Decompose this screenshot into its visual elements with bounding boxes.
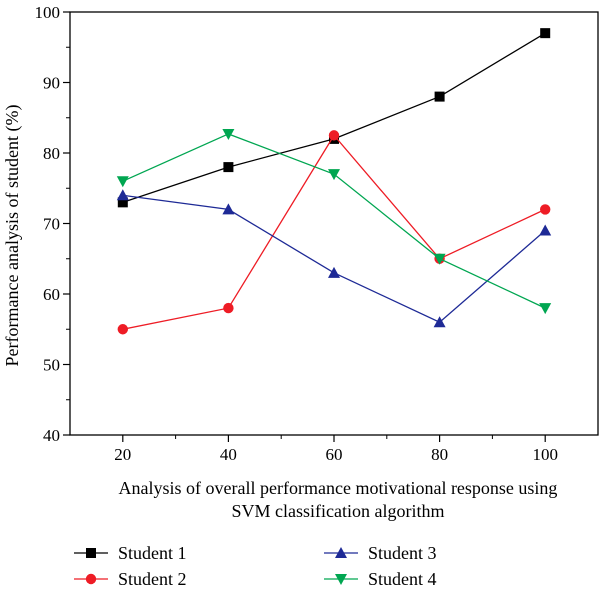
y-tick-label: 40 [43, 426, 60, 445]
data-point [540, 204, 551, 215]
legend-marker [335, 547, 347, 558]
data-point [328, 130, 340, 141]
legend-marker [335, 574, 347, 585]
series-student-3 [116, 189, 552, 328]
series-student-4 [116, 128, 552, 315]
data-point [328, 266, 340, 278]
plot-area: 20 40 60 80 100 40 50 60 70 80 90 100 [35, 3, 599, 464]
legend-label: Student 3 [368, 543, 437, 563]
y-tick-label: 90 [43, 74, 60, 93]
y-tick-label: 50 [43, 356, 60, 375]
legend-item: Student 4 [324, 569, 437, 589]
series-student-2 [117, 130, 551, 335]
y-axis: 40 50 60 70 80 90 100 [35, 3, 70, 445]
x-tick-label: 100 [532, 445, 558, 464]
data-point [433, 253, 446, 265]
legend: Student 1 Student 2 Student 3 Student 4 [74, 543, 437, 589]
data-point [433, 316, 446, 328]
series-line [122, 134, 546, 330]
x-tick-label: 40 [220, 445, 237, 464]
y-axis-title: Performance analysis of student (%) [2, 105, 23, 367]
y-tick-label: 80 [43, 144, 60, 163]
x-axis-title-line-2: SVM classification algorithm [232, 501, 445, 521]
data-point [223, 162, 234, 173]
legend-label: Student 4 [368, 569, 437, 589]
data-point [328, 169, 340, 181]
y-tick-label: 70 [43, 215, 60, 234]
data-point [222, 203, 235, 215]
y-tick-label: 60 [43, 285, 60, 304]
data-point [116, 176, 129, 188]
data-point [117, 197, 128, 208]
legend-item: Student 3 [324, 543, 437, 563]
series-layer [116, 28, 552, 335]
data-point [434, 91, 445, 102]
data-point [539, 303, 552, 315]
legend-item: Student 2 [74, 569, 187, 589]
data-point [540, 28, 551, 39]
series-line [122, 133, 546, 309]
data-point [116, 189, 129, 201]
x-tick-label: 60 [326, 445, 343, 464]
x-axis: 20 40 60 80 100 [114, 435, 558, 464]
plot-frame [69, 11, 599, 436]
y-tick-label: 100 [35, 3, 61, 22]
series-student-1 [117, 28, 551, 208]
legend-label: Student 1 [118, 543, 187, 563]
x-tick-label: 20 [114, 445, 131, 464]
series-line [122, 194, 546, 323]
legend-item: Student 1 [74, 543, 187, 563]
data-point [223, 302, 234, 314]
x-tick-label: 80 [431, 445, 448, 464]
data-point [117, 324, 128, 335]
x-axis-title-line-1: Analysis of overall performance motivati… [119, 478, 558, 498]
legend-marker [85, 573, 97, 585]
legend-label: Student 2 [118, 569, 187, 589]
legend-marker [86, 548, 96, 558]
data-point [539, 224, 552, 236]
data-point [222, 128, 235, 140]
